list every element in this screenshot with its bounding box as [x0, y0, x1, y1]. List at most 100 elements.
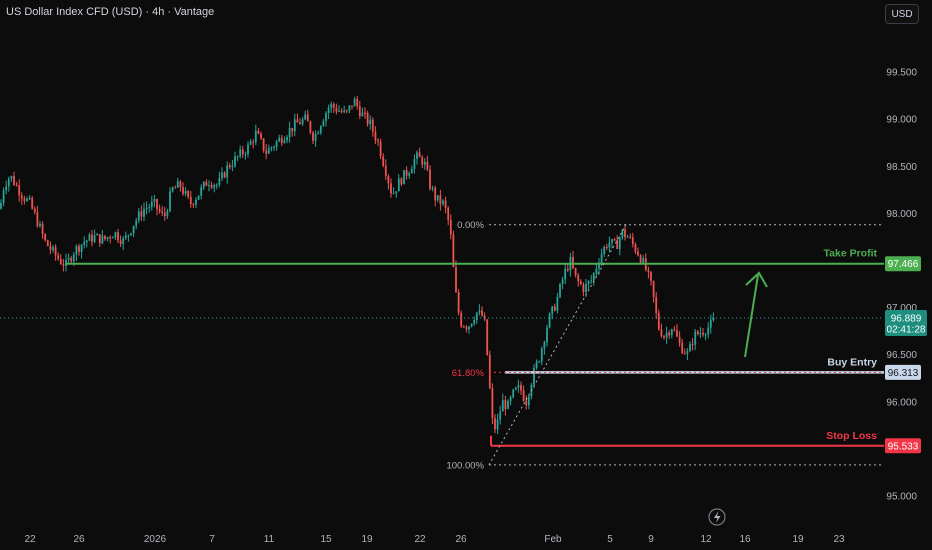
candle-body — [364, 112, 366, 114]
candle-body — [650, 271, 652, 281]
candle-body — [54, 247, 57, 256]
candle-body — [444, 200, 447, 208]
candle-body — [44, 234, 47, 241]
x-tick-label: 22 — [24, 534, 36, 545]
candle-body — [556, 297, 559, 311]
candle-body — [156, 199, 158, 209]
candle-body — [533, 367, 535, 385]
candle-body — [579, 281, 582, 285]
candle-body — [218, 178, 221, 185]
x-tick-label: 12 — [700, 534, 712, 545]
candle-body — [390, 183, 392, 194]
candle-body — [460, 312, 463, 327]
candle-body — [416, 152, 418, 159]
candle-body — [475, 312, 478, 321]
candle-body — [257, 130, 260, 134]
candle-body — [405, 170, 408, 176]
candle-body — [135, 220, 138, 226]
candle-body — [150, 201, 153, 208]
candle-body — [143, 208, 145, 217]
price-axis[interactable]: 95.00095.50096.00096.50097.00097.50098.0… — [886, 68, 917, 503]
candle-body — [262, 138, 265, 151]
candle-body — [585, 284, 587, 293]
x-tick-label: 7 — [209, 534, 215, 545]
candle-body — [702, 332, 704, 335]
candle-body — [314, 133, 317, 141]
candle-body — [522, 390, 525, 401]
lightning-icon — [708, 508, 726, 526]
chart-overlays: Take Profit Buy Entry Stop Loss 0.00% 61.80%… — [0, 220, 884, 471]
candle-body — [652, 280, 655, 297]
candle-body — [33, 208, 36, 213]
candle-body — [202, 181, 205, 188]
candle-body — [613, 239, 616, 241]
candle-body — [182, 187, 184, 194]
candle-body — [504, 400, 507, 410]
candle-body — [587, 281, 590, 285]
candle-body — [683, 353, 686, 355]
candle-body — [470, 323, 473, 327]
candle-body — [538, 361, 541, 363]
candle-body — [676, 330, 678, 337]
candle-body — [527, 396, 530, 406]
candle-body — [72, 254, 75, 262]
candle-body — [678, 336, 681, 343]
candle-body — [457, 292, 460, 313]
time-axis[interactable]: 22 26 2026 7 11 15 19 22 26 Feb 5 9 12 16 19 23 — [24, 508, 845, 545]
current-price-tag — [885, 310, 927, 337]
current-price-value: 96.889 — [891, 314, 922, 325]
candle-body — [148, 207, 151, 209]
candle-body — [577, 275, 580, 282]
candle-body — [260, 133, 262, 139]
candle-body — [195, 199, 197, 205]
candle-body — [356, 98, 359, 107]
candle-body — [208, 185, 210, 187]
candle-body — [418, 152, 421, 158]
fib-label-1: 61.80% — [452, 368, 485, 379]
candle-body — [80, 244, 83, 252]
candle-body — [605, 246, 608, 248]
candle-body — [408, 173, 411, 176]
candle-body — [83, 242, 86, 245]
candle-body — [616, 240, 619, 250]
candle-body — [624, 229, 626, 237]
symbol-title[interactable]: US Dollar Index CFD (USD) · 4h · Vantage — [6, 6, 215, 18]
candle-body — [496, 419, 499, 430]
candle-body — [306, 114, 309, 122]
candle-body — [197, 195, 200, 200]
candle-body — [28, 198, 31, 200]
candle-body — [559, 284, 561, 298]
candle-body — [374, 131, 377, 141]
candle-body — [161, 211, 164, 213]
candle-body — [174, 187, 177, 189]
candle-body — [507, 401, 509, 410]
candle-body — [384, 165, 387, 176]
candle-body — [434, 187, 437, 201]
candle-body — [109, 237, 112, 239]
candle-body — [192, 203, 195, 205]
level-label-1: Buy Entry — [827, 356, 877, 368]
candle-body — [332, 103, 335, 108]
candle-body — [111, 237, 114, 239]
candle-body — [608, 242, 611, 248]
candle-body — [70, 257, 73, 262]
candle-body — [288, 128, 291, 138]
candle-body — [104, 235, 106, 240]
candle-body — [566, 268, 569, 271]
candle-body — [345, 110, 348, 112]
lightning-icon-bolt — [714, 511, 721, 523]
candle-body — [67, 257, 70, 260]
candle-body — [361, 112, 364, 117]
candle-body — [455, 267, 457, 293]
candle-body — [169, 191, 171, 212]
candle-body — [452, 234, 455, 268]
candle-body — [189, 196, 192, 204]
currency-button[interactable]: USD — [885, 4, 919, 24]
candle-body — [15, 184, 18, 186]
candle-body — [127, 234, 130, 236]
candle-body — [39, 223, 41, 227]
candle-body — [46, 240, 49, 246]
candle-body — [595, 268, 598, 274]
candle-body — [101, 235, 104, 244]
